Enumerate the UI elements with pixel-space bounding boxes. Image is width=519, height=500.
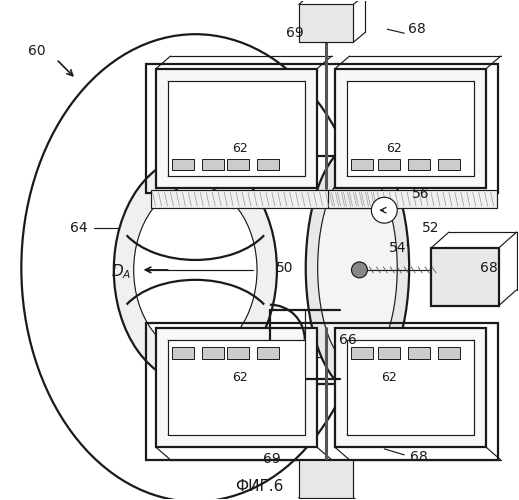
Text: 68: 68 bbox=[410, 450, 428, 464]
Bar bbox=[156, 328, 317, 447]
Text: 54': 54' bbox=[389, 241, 410, 255]
Bar bbox=[351, 348, 373, 360]
Bar bbox=[168, 340, 305, 435]
Bar bbox=[202, 158, 224, 170]
Text: 62: 62 bbox=[232, 142, 248, 155]
Ellipse shape bbox=[306, 144, 409, 392]
Text: 66: 66 bbox=[338, 332, 357, 346]
Bar bbox=[227, 348, 249, 360]
Text: 62: 62 bbox=[232, 371, 248, 384]
Text: 68: 68 bbox=[408, 22, 426, 36]
Text: 60: 60 bbox=[29, 44, 46, 58]
Bar bbox=[378, 348, 400, 360]
Text: 62: 62 bbox=[381, 371, 397, 384]
Text: 69: 69 bbox=[286, 26, 304, 40]
Bar bbox=[408, 158, 430, 170]
Circle shape bbox=[351, 262, 367, 278]
Bar bbox=[257, 348, 279, 360]
Bar bbox=[299, 4, 353, 42]
Ellipse shape bbox=[21, 34, 370, 500]
Ellipse shape bbox=[134, 186, 257, 354]
Bar bbox=[299, 460, 353, 498]
Bar bbox=[408, 348, 430, 360]
Circle shape bbox=[372, 198, 397, 223]
Text: ФИГ.6: ФИГ.6 bbox=[235, 479, 283, 494]
Text: 56: 56 bbox=[412, 188, 430, 202]
Bar bbox=[227, 158, 249, 170]
Bar bbox=[327, 190, 497, 208]
Bar bbox=[351, 158, 373, 170]
Bar bbox=[438, 158, 460, 170]
Bar bbox=[378, 158, 400, 170]
Text: 62: 62 bbox=[386, 142, 402, 155]
Bar bbox=[347, 340, 474, 435]
Bar bbox=[335, 69, 486, 188]
Bar bbox=[156, 69, 317, 188]
Text: 64: 64 bbox=[70, 221, 88, 235]
Bar bbox=[257, 158, 279, 170]
Text: $D_A$: $D_A$ bbox=[111, 262, 131, 281]
Bar bbox=[438, 348, 460, 360]
Bar bbox=[335, 328, 486, 447]
Bar bbox=[151, 190, 379, 208]
Text: 50: 50 bbox=[276, 261, 294, 275]
Bar bbox=[146, 64, 498, 194]
Bar bbox=[168, 81, 305, 176]
Text: 52: 52 bbox=[422, 221, 440, 235]
Ellipse shape bbox=[318, 168, 397, 368]
Bar bbox=[202, 348, 224, 360]
Bar bbox=[146, 322, 498, 460]
Bar bbox=[347, 81, 474, 176]
Bar bbox=[172, 348, 194, 360]
Bar bbox=[431, 248, 499, 306]
Text: 68: 68 bbox=[480, 261, 498, 275]
Bar bbox=[172, 158, 194, 170]
Text: 69: 69 bbox=[263, 452, 281, 466]
Ellipse shape bbox=[114, 156, 277, 384]
